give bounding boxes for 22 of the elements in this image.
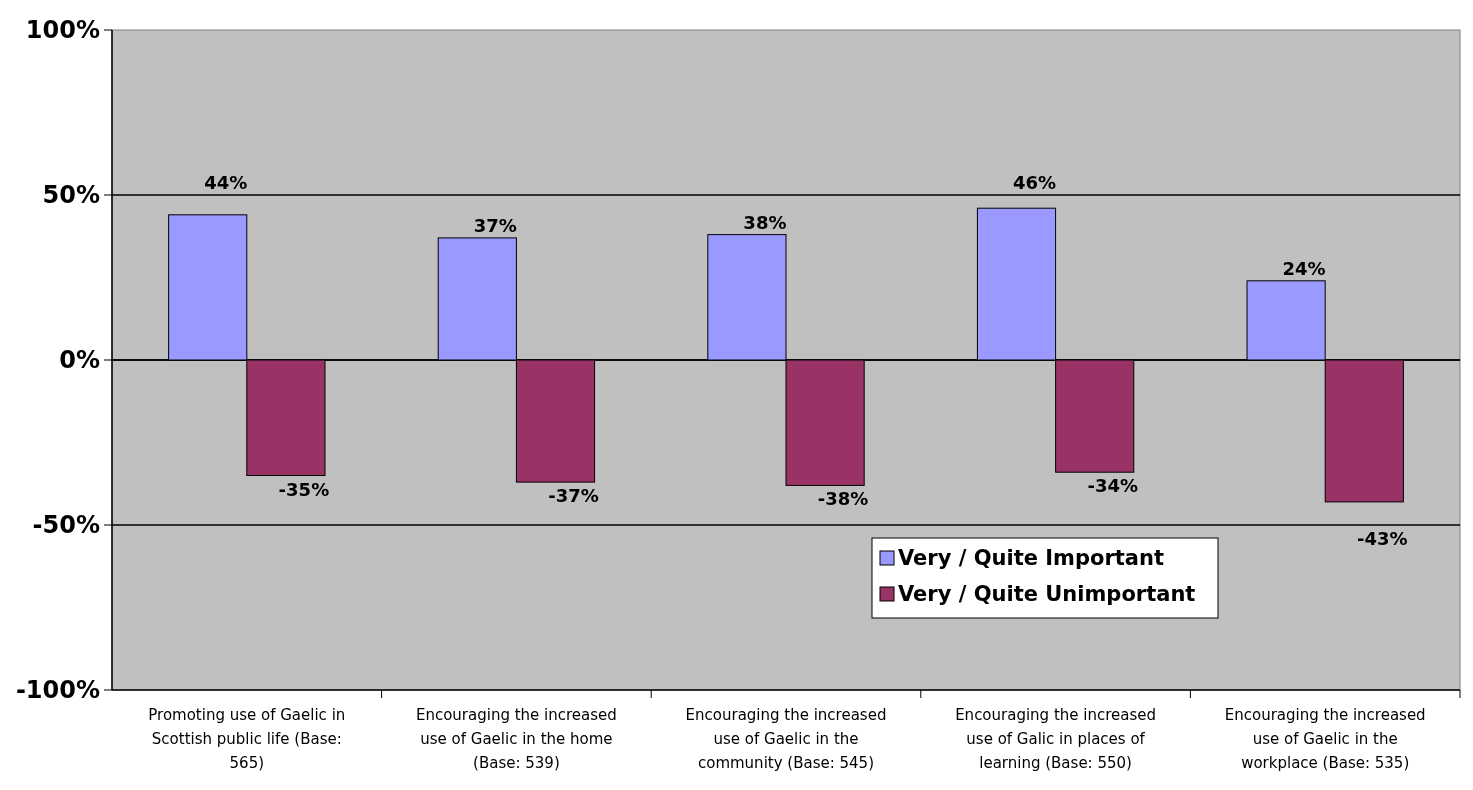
x-tick-label: Encouraging the increased use of Gaelic in the home (Base: 539) [415,706,617,772]
x-tick-label: Encouraging the increased use of Gaelic in the workplace (Base: 535) [1224,706,1426,772]
data-label: -38% [817,488,869,510]
data-label: 44% [204,172,248,193]
data-label: 46% [1012,172,1057,193]
data-label: -34% [1087,475,1138,497]
y-tick-label: -100% [15,676,100,705]
data-label: 38% [743,211,787,233]
legend-label: Very / Quite Important [898,546,1164,571]
y-tick-label: 50% [42,181,100,210]
data-label: -37% [548,485,599,507]
data-label: -35% [278,478,330,500]
data-label: 37% [473,214,517,236]
y-tick-label: 0% [59,346,100,375]
x-tick-label: Encouraging the increased use of Gaelic in the community (Base: 545) [685,706,887,772]
legend-label: Very / Quite Unimportant [898,582,1196,607]
x-tick-label: Encouraging the increased use of Galic in places of learning (Base: 550) [955,706,1157,772]
data-label: -43% [1357,528,1408,549]
y-tick-label: -50% [32,511,100,540]
y-tick-label: 100% [25,16,100,45]
data-label: 24% [1282,257,1326,279]
x-tick-label: Promoting use of Gaelic in Scottish public life (Base: 565) [148,706,346,772]
